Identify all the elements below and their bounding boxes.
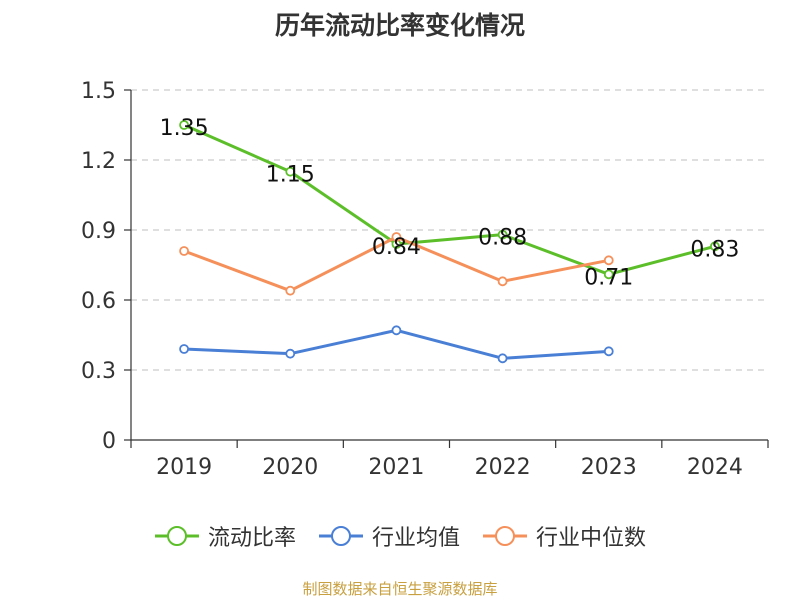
legend-item[interactable]: 行业中位数 — [482, 520, 646, 552]
x-tick-label: 2021 — [368, 455, 424, 480]
y-tick-label: 1.5 — [81, 79, 116, 104]
x-tick-label: 2022 — [475, 455, 531, 480]
chart-title: 历年流动比率变化情况 — [274, 11, 525, 40]
data-point — [285, 285, 296, 296]
y-tick-label: 0 — [102, 429, 116, 454]
y-tick-label: 1.2 — [81, 149, 116, 174]
x-tick-label: 2023 — [581, 455, 637, 480]
series-line-0 — [183, 123, 716, 276]
legend-marker-icon — [483, 526, 527, 546]
data-point — [285, 348, 296, 359]
data-label: 0.88 — [478, 226, 527, 251]
data-point — [497, 276, 508, 287]
data-point — [603, 255, 614, 266]
source-note: 制图数据来自恒生聚源数据库 — [302, 580, 498, 598]
data-point — [179, 246, 189, 256]
data-point — [179, 344, 189, 354]
data-point — [285, 166, 296, 177]
data-point — [179, 120, 189, 130]
data-point — [710, 241, 720, 252]
x-tick-label: 2019 — [156, 455, 212, 480]
data-point — [497, 353, 508, 364]
legend-item[interactable]: 行业均值 — [318, 520, 460, 552]
legend-label: 行业中位数 — [536, 526, 647, 551]
x-tick-label: 2020 — [262, 455, 318, 480]
legend: 流动比率 行业均值 行业中位数 — [0, 520, 800, 552]
data-label: 0.84 — [372, 235, 421, 260]
legend-marker-icon — [318, 526, 363, 546]
y-tick-label: 0.9 — [81, 219, 116, 244]
legend-label: 行业均值 — [371, 526, 460, 551]
data-point — [497, 229, 508, 240]
data-label: 1.15 — [266, 163, 315, 188]
x-tick-label: 2024 — [687, 455, 743, 480]
legend-item[interactable]: 流动比率 — [154, 520, 296, 552]
data-point — [391, 232, 402, 242]
legend-label: 流动比率 — [207, 526, 296, 551]
data-label: 0.83 — [690, 237, 739, 262]
data-point — [603, 269, 614, 280]
data-label: 1.35 — [160, 116, 209, 141]
legend-marker-icon — [154, 526, 199, 546]
y-tick-label: 0.6 — [81, 289, 116, 314]
data-label: 0.71 — [584, 265, 633, 290]
data-point — [391, 325, 402, 336]
y-tick-label: 0.3 — [81, 359, 116, 384]
data-point — [603, 346, 614, 357]
